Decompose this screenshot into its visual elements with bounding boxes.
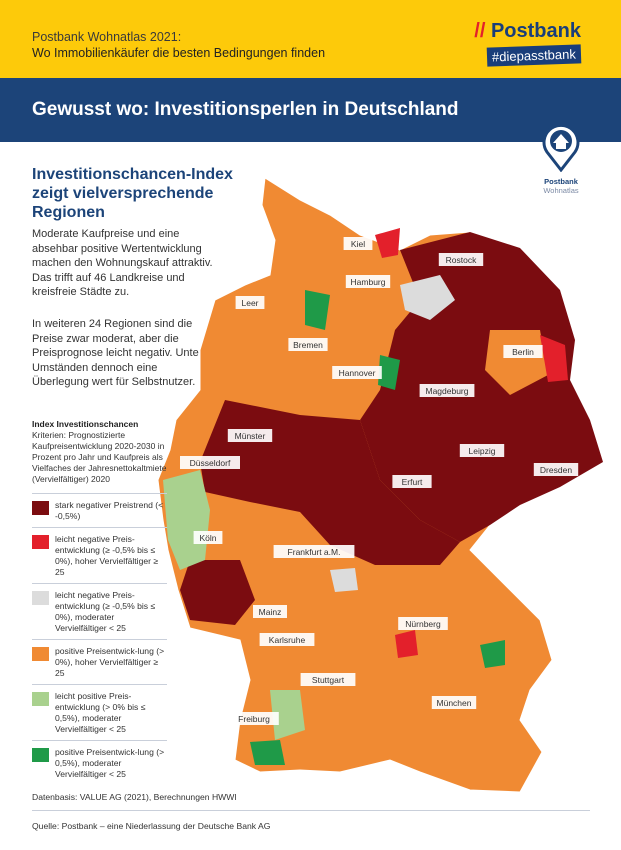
city-label: Münster [235, 431, 266, 441]
legend-swatch [32, 501, 49, 515]
data-source: Datenbasis: VALUE AG (2021), Berechnunge… [32, 792, 237, 802]
city-label-bg [392, 475, 432, 488]
region-light-gray-north [400, 275, 455, 320]
wohnatlas-badge: Postbank Wohnatlas [535, 122, 587, 195]
banner: Gewusst wo: Investitionsperlen in Deutsc… [0, 78, 621, 142]
footer-source: Quelle: Postbank – eine Niederlassung de… [32, 810, 590, 831]
legend-swatch [32, 692, 49, 706]
legend-label: positive Preisentwick-lung (> 0%), hoher… [55, 646, 165, 678]
city-label-bg [193, 531, 223, 544]
city-label: Magdeburg [425, 386, 468, 396]
region-green-hamburg [305, 290, 330, 330]
legend-item: positive Preisentwick-lung (> 0,5%), mod… [32, 740, 167, 785]
city-label: Berlin [512, 347, 534, 357]
header-title: Wo Immobilienkäufer die besten Bedingung… [32, 46, 326, 60]
city-label: Leer [241, 298, 258, 308]
banner-title: Gewusst wo: Investitionsperlen in Deutsc… [32, 99, 459, 120]
city-label-bg [332, 366, 382, 379]
city-label: Dresden [540, 465, 572, 475]
city-label-bg [288, 338, 328, 351]
article-para-1: Moderate Kaufpreise und eine absehbar po… [32, 228, 213, 298]
city-label: Bremen [293, 340, 323, 350]
region-light-green-west [163, 470, 210, 570]
region-light-gray-mainz [330, 568, 358, 592]
city-label: Mainz [259, 607, 282, 617]
city-label: Köln [199, 533, 216, 543]
city-label-bg [419, 384, 475, 397]
city-label-bg [343, 237, 373, 250]
region-red-nuernberg [395, 630, 418, 658]
legend-swatch [32, 647, 49, 661]
region-light-green-south [270, 690, 305, 740]
region-green-hannover [378, 355, 400, 390]
legend-item: leicht negative Preis-entwicklung (≥ -0,… [32, 527, 167, 583]
legend-item: positive Preisentwick-lung (> 0%), hoher… [32, 639, 167, 684]
city-label-bg [345, 275, 391, 288]
legend-label: positive Preisentwick-lung (> 0,5%), mod… [55, 747, 165, 779]
city-label: Kiel [351, 239, 365, 249]
legend-swatch [32, 535, 49, 549]
city-label: Frankfurt a.M. [288, 547, 341, 557]
header-bar: Postbank Wohnatlas 2021: Wo Immobilienkä… [0, 0, 621, 78]
city-label-bg [503, 345, 543, 358]
city-label-bg [229, 712, 279, 725]
article-para-2: In weiteren 24 Regionen sind die Preise … [32, 318, 203, 388]
legend-criteria: Kriterien: Prognostizierte Kaufpreisentw… [32, 430, 167, 484]
postbank-logo: // Postbank #diepasstbank [461, 20, 582, 67]
city-label-bg [273, 545, 355, 558]
city-label-bg [180, 456, 240, 469]
region-red-kiel [375, 228, 400, 258]
city-label-bg [459, 444, 505, 457]
city-label-bg [253, 605, 287, 618]
location-pin-house-icon [542, 123, 580, 173]
region-green-bavaria [480, 640, 505, 668]
city-label-bg [300, 673, 356, 686]
city-label-bg [259, 633, 315, 646]
legend-title: Index Investitionschancen [32, 419, 139, 429]
legend-item: stark negativer Preistrend (< -0,5%) [32, 493, 167, 527]
article-title: Investitionschancen-Index zeigt vielvers… [32, 166, 233, 221]
city-label-bg [431, 696, 477, 709]
legend-swatch [32, 748, 49, 762]
legend: Index Investitionschancen Kriterien: Pro… [32, 419, 167, 785]
city-label: München [437, 698, 472, 708]
city-label: Düsseldorf [190, 458, 231, 468]
legend-label: stark negativer Preistrend (< -0,5%) [55, 500, 164, 521]
city-label-bg [438, 253, 484, 266]
city-label-bg [235, 296, 265, 309]
city-label-bg [533, 463, 579, 476]
city-label: Nürnberg [405, 619, 441, 629]
legend-label: leicht positive Preis-entwicklung (> 0% … [55, 691, 146, 734]
region-green-south [250, 740, 285, 765]
city-label: Karlsruhe [269, 635, 306, 645]
city-label: Hannover [339, 368, 376, 378]
city-label: Erfurt [402, 477, 423, 487]
city-label: Leipzig [469, 446, 496, 456]
region-dark-red-southwest [180, 560, 255, 625]
legend-label: leicht negative Preis-entwicklung (≥ -0,… [55, 590, 156, 633]
legend-item: leicht positive Preis-entwicklung (> 0% … [32, 684, 167, 740]
city-label: Hamburg [351, 277, 386, 287]
region-red-brandenburg [540, 335, 568, 382]
city-label-bg [398, 617, 448, 630]
city-label: Rostock [446, 255, 477, 265]
legend-swatch [32, 591, 49, 605]
legend-item: leicht negative Preis-entwicklung (≥ -0,… [32, 583, 167, 639]
city-label-bg [227, 429, 273, 442]
city-label: Freiburg [238, 714, 270, 724]
header-subtitle: Postbank Wohnatlas 2021: [32, 30, 182, 44]
city-label: Stuttgart [312, 675, 345, 685]
legend-label: leicht negative Preis-entwicklung (≥ -0,… [55, 534, 159, 577]
